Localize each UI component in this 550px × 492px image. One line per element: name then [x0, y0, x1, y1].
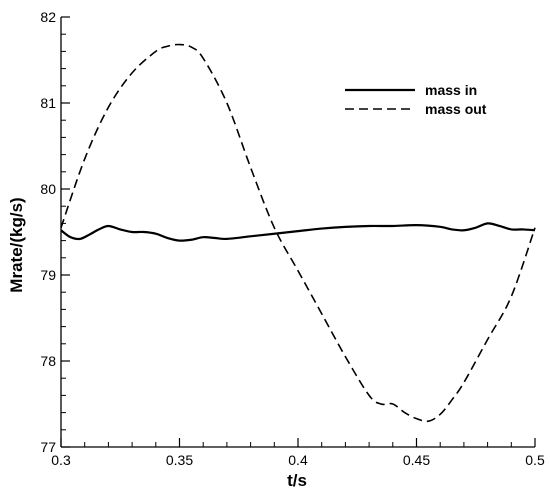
- x-axis-title: t/s: [287, 471, 307, 490]
- y-tick-label: 77: [40, 439, 56, 455]
- x-tick-label: 0.3: [51, 452, 71, 468]
- y-tick-label: 82: [40, 9, 56, 25]
- series-layer: [60, 43, 536, 423]
- x-tick-label: 0.5: [525, 452, 545, 468]
- x-tick-label: 0.45: [403, 452, 430, 468]
- y-tick-label: 80: [40, 181, 56, 197]
- legend-label-mass-out: mass out: [425, 101, 487, 117]
- y-tick-label: 81: [40, 95, 56, 111]
- ticks-layer: 0.3 0.35 0.4 0.45 0.5 77 78 79 80 81 82: [40, 9, 545, 468]
- legend: mass in mass out: [345, 82, 487, 117]
- mass-in-line: [60, 222, 536, 242]
- y-tick-label: 79: [40, 267, 56, 283]
- mass-out-line: [60, 43, 536, 423]
- y-tick-label: 78: [40, 353, 56, 369]
- y-axis-title: Mrate/(kg/s): [7, 197, 26, 292]
- legend-label-mass-in: mass in: [425, 82, 477, 98]
- x-tick-label: 0.4: [288, 452, 308, 468]
- x-tick-label: 0.35: [166, 452, 193, 468]
